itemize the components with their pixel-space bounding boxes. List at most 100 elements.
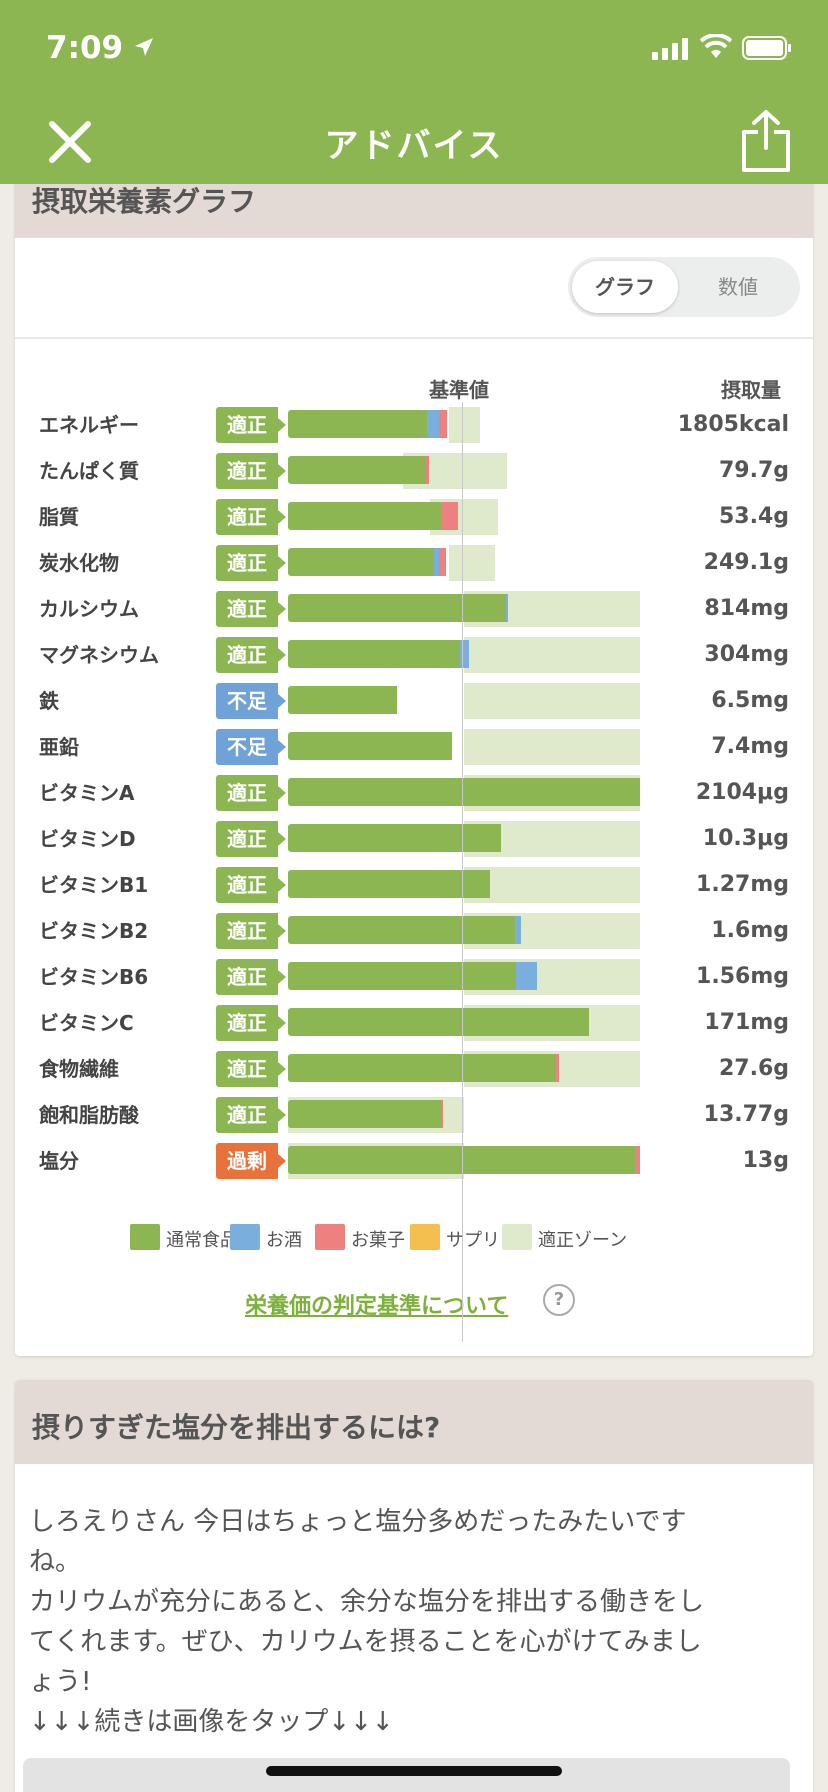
status-badge: 適正	[216, 453, 286, 489]
legend-label: サプリ	[446, 1230, 500, 1251]
nutrient-row: ビタミンD 適正 10.3μg	[15, 816, 813, 862]
share-icon[interactable]	[738, 108, 794, 174]
legend: 通常食品 お酒 お菓子 サプリ 適正ゾーン	[15, 1222, 813, 1252]
intake-bar-snack	[635, 1146, 640, 1174]
nutrient-name: ビタミンC	[39, 1011, 134, 1035]
nutrient-name: 亜鉛	[39, 735, 79, 759]
intake-bar-alcohol	[434, 548, 440, 576]
close-icon[interactable]	[44, 116, 96, 168]
nutrient-row: マグネシウム 適正 304mg	[15, 632, 813, 678]
intake-value: 1.56mg	[696, 964, 789, 989]
status-badge: 不足	[216, 729, 286, 765]
nutrient-name: 鉄	[39, 689, 59, 713]
cellular-signal-icon	[652, 38, 688, 60]
home-indicator	[266, 1766, 562, 1776]
intake-bar-normal	[288, 640, 460, 668]
intake-bar-track	[288, 402, 640, 448]
intake-value: 53.4g	[718, 504, 789, 529]
status-badge: 適正	[216, 1005, 286, 1041]
advice-line: ↓↓↓続きは画像をタップ↓↓↓	[29, 1707, 394, 1737]
intake-bar-snack	[424, 456, 429, 484]
advice-line: カリウムが充分にあると、余分な塩分を排出する働きをし	[29, 1587, 704, 1617]
proper-zone	[464, 729, 640, 765]
status-badge: 適正	[216, 591, 286, 627]
intake-value: 249.1g	[703, 550, 789, 575]
toggle-graph[interactable]: グラフ	[572, 261, 678, 313]
advice-text: しろえりさん 今日はちょっと塩分多めだったみたいです ね。 カリウムが充分にある…	[29, 1502, 799, 1742]
status-badge: 適正	[216, 867, 286, 903]
nutrient-row: ビタミンB6 適正 1.56mg	[15, 954, 813, 1000]
intake-value: 304mg	[704, 642, 789, 667]
nutrient-name: エネルギー	[39, 413, 139, 437]
intake-bar-normal	[288, 962, 517, 990]
intake-bar-track	[288, 448, 640, 494]
nutrient-name: ビタミンB2	[39, 919, 149, 943]
proper-zone	[448, 407, 481, 443]
location-arrow-icon	[135, 38, 153, 56]
proper-zone	[464, 683, 640, 719]
nutrient-name: ビタミンB6	[39, 965, 149, 989]
intake-bar-track	[288, 1000, 640, 1046]
intake-bar-track	[288, 586, 640, 632]
intake-value: 13g	[742, 1148, 789, 1173]
intake-bar-snack	[439, 548, 446, 576]
legend-swatch	[315, 1224, 345, 1250]
intake-bar-normal	[288, 1008, 590, 1036]
intake-bar-track	[288, 862, 640, 908]
intake-bar-normal	[288, 502, 442, 530]
proper-zone	[464, 637, 640, 673]
nutrient-name: ビタミンA	[39, 781, 135, 805]
nutrient-name: 炭水化物	[39, 551, 119, 575]
nutrient-name: 飽和脂肪酸	[39, 1103, 139, 1127]
advice-line: ょう!	[29, 1667, 92, 1697]
status-badge: 適正	[216, 821, 286, 857]
view-toggle: グラフ 数値	[568, 257, 800, 317]
status-badge: 不足	[216, 683, 286, 719]
intake-bar-track	[288, 908, 640, 954]
advice-line: しろえりさん 今日はちょっと塩分多めだったみたいです	[29, 1507, 687, 1537]
status-time: 7:09	[46, 30, 124, 66]
intake-bar-track	[288, 816, 640, 862]
legend-label: 適正ゾーン	[538, 1230, 628, 1251]
criteria-link[interactable]: 栄養価の判定基準について	[245, 1294, 509, 1319]
intake-bar-alcohol	[426, 410, 439, 438]
nutrient-name: マグネシウム	[39, 643, 159, 667]
intake-bar-alcohol	[459, 640, 470, 668]
nutrient-graph-card: 摂取栄養素グラフ グラフ 数値 基準値 摂取量 エネルギー 適正 1805kcal た…	[15, 150, 813, 1356]
intake-value: 2104μg	[695, 780, 789, 805]
intake-column-header: 摂取量	[721, 378, 781, 402]
intake-bar-track	[288, 954, 640, 1000]
intake-bar-normal	[288, 1100, 441, 1128]
nutrient-row: ビタミンB1 適正 1.27mg	[15, 862, 813, 908]
reference-column-header: 基準値	[429, 378, 489, 402]
intake-bar-track	[288, 632, 640, 678]
nutrient-name: 脂質	[39, 505, 79, 529]
proper-zone	[464, 867, 640, 903]
toggle-values[interactable]: 数値	[718, 275, 758, 299]
status-badge: 適正	[216, 545, 286, 581]
intake-bar-normal	[288, 594, 507, 622]
status-badge: 適正	[216, 913, 286, 949]
advice-card: 摂りすぎた塩分を排出するには? しろえりさん 今日はちょっと塩分多めだったみたい…	[15, 1380, 813, 1792]
status-badge: 適正	[216, 775, 286, 811]
legend-label: お菓子	[351, 1230, 405, 1251]
nutrient-name: カルシウム	[39, 597, 139, 621]
status-badge: 適正	[216, 637, 286, 673]
advice-line: ね。	[29, 1547, 82, 1577]
legend-swatch	[502, 1224, 532, 1250]
proper-zone	[448, 545, 496, 581]
intake-bar-track	[288, 1092, 640, 1138]
status-badge: 過剰	[216, 1143, 286, 1179]
nutrient-row: カルシウム 適正 814mg	[15, 586, 813, 632]
intake-bar-snack	[438, 410, 448, 438]
help-icon[interactable]: ?	[543, 1284, 575, 1316]
intake-bar-track	[288, 678, 640, 724]
intake-value: 6.5mg	[711, 688, 789, 713]
intake-value: 171mg	[704, 1010, 789, 1035]
intake-bar-track	[288, 724, 640, 770]
intake-bar-snack	[441, 502, 459, 530]
status-badge: 適正	[216, 407, 286, 443]
divider	[15, 337, 813, 339]
nutrient-name: ビタミンB1	[39, 873, 149, 897]
intake-bar-alcohol	[514, 916, 522, 944]
